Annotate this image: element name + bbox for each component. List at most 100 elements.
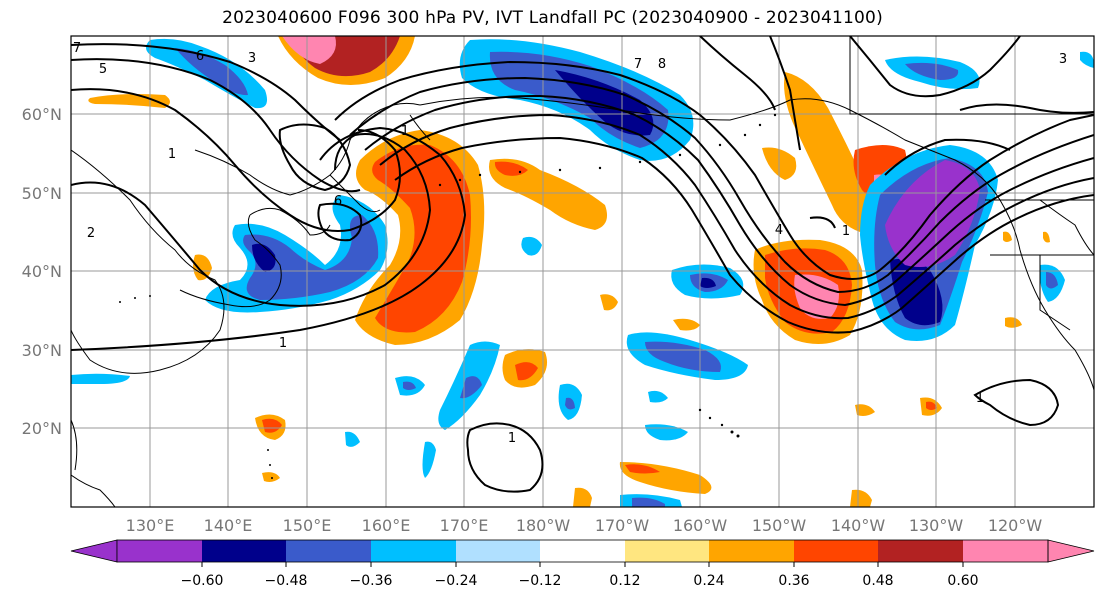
lon-tick-label: 180°W [516, 516, 571, 535]
colorbar-segment [709, 540, 794, 562]
colorbar: −0.60 −0.48 −0.36 −0.24 −0.12 0.12 0.24 … [70, 539, 1095, 589]
coastlines [71, 36, 1094, 507]
colorbar-tick-label: −0.36 [350, 573, 393, 589]
colorbar-segment [70, 539, 118, 563]
shade-negative-nw-core [175, 48, 248, 96]
shade-negative-30n-core [645, 341, 721, 372]
shade-positive-small-172w [600, 294, 618, 311]
shade-negative-small-25n-core [403, 381, 416, 390]
contour-label: 2 [87, 226, 95, 241]
shade-negative-japan-core [252, 243, 276, 272]
colorbar-segment [794, 540, 878, 562]
colorbar-segment [371, 540, 456, 562]
lat-tick-labels: 60°N 50°N 40°N 30°N 20°N [22, 105, 62, 438]
colorbar-segment [878, 540, 963, 562]
shade-negative-mid-pacific-min [700, 277, 716, 288]
shade-negative-small-15n [422, 441, 436, 478]
contour-label: 4 [775, 223, 783, 238]
shade-negative-bottom-core [632, 497, 665, 507]
shade-positive-small-inland [1005, 317, 1022, 328]
shade-negative-far-ne [1080, 51, 1094, 68]
shade-negative-streak-c-core [565, 397, 575, 410]
lat-tick-label: 50°N [22, 184, 62, 203]
contour-label: 1 [279, 336, 287, 351]
colorbar-segment [540, 540, 625, 562]
shade-positive-bottom-small [573, 487, 592, 507]
contour-label: 1 [976, 391, 984, 406]
lon-tick-label: 170°E [440, 516, 489, 535]
colorbar-tick-label: −0.48 [265, 573, 308, 589]
lon-tick-labels: 130°E 140°E 150°E 160°E 170°E 180°W 170°… [126, 516, 1043, 535]
lon-tick-label: 160°E [362, 516, 411, 535]
lon-tick-label: 160°W [673, 516, 728, 535]
shade-positive-bottom-core [625, 464, 660, 474]
colorbar-tick-label: −0.24 [435, 573, 478, 589]
shade-positive-mid-north [489, 158, 608, 230]
contour-label: 5 [99, 62, 107, 77]
colorbar-tick-label: −0.12 [519, 573, 562, 589]
contour-label: 1 [168, 147, 176, 162]
chart-title: 2023040600 F096 300 hPa PV, IVT Landfall… [222, 8, 883, 28]
lon-tick-label: 140°E [204, 516, 253, 535]
shade-positive-tiny-inland-a [1003, 231, 1012, 242]
contour-label: 3 [248, 51, 256, 66]
colorbar-ticks [201, 562, 964, 567]
shade-positive-north-peak [282, 36, 336, 64]
shade-negative-small-175e [521, 236, 542, 256]
shade-positive-small-130e [193, 254, 212, 281]
shade-positive-bottom-right [850, 489, 872, 507]
lat-tick-label: 40°N [22, 262, 62, 281]
colorbar-segment [1047, 539, 1095, 563]
lat-tick-label: 20°N [22, 419, 62, 438]
contour-label: 6 [196, 49, 204, 64]
shade-positive-20n-145e-core [262, 418, 282, 433]
colorbar-tick-label: 0.48 [862, 573, 893, 589]
contour-label: 3 [1059, 52, 1067, 67]
colorbar-segment [286, 540, 371, 562]
colorbar-tick-labels: −0.60 −0.48 −0.36 −0.24 −0.12 0.12 0.24 … [181, 573, 979, 589]
lon-tick-label: 150°W [752, 516, 807, 535]
colorbar-segment [963, 540, 1048, 562]
lon-tick-label: 130°E [126, 516, 175, 535]
lon-tick-label: 120°W [988, 516, 1043, 535]
contour-labels: 5 6 3 1 6 7 8 3 1 2 7 4 1 1 1 1 [73, 41, 1067, 446]
lon-tick-label: 130°W [909, 516, 964, 535]
shade-negative-streak-a-core [460, 376, 482, 399]
lon-tick-label: 140°W [831, 516, 886, 535]
shade-positive-streak-b-core [515, 362, 538, 381]
pv-contours [71, 36, 1094, 493]
lat-tick-label: 60°N [22, 105, 62, 124]
shade-positive-small-20n-132w-core [926, 401, 937, 410]
shade-positive-gulf-alaska [784, 72, 873, 232]
shade-negative-ne-top-core [905, 62, 959, 80]
island-chains [119, 113, 777, 479]
contour-label: 7 [634, 57, 642, 72]
shade-positive-ne-pacific-peak [794, 274, 839, 319]
lat-tick-label: 30°N [22, 341, 62, 360]
contour-label: 1 [842, 224, 850, 239]
map-border [70, 35, 1095, 508]
shade-negative-small-22n [648, 390, 668, 403]
colorbar-tick-label: 0.12 [609, 573, 640, 589]
colorbar-tick-label: 0.36 [778, 573, 809, 589]
shade-positive-small-20n-140w [855, 404, 875, 416]
shade-negative-small-20n [345, 431, 360, 447]
contour-label: 1 [401, 124, 409, 139]
colorbar-segment [456, 540, 540, 562]
lon-tick-label: 170°W [595, 516, 650, 535]
shade-negative-japan-mid [243, 215, 379, 300]
shade-positive-tiny-inland-b [1043, 231, 1050, 243]
contour-label: 8 [658, 57, 666, 72]
colorbar-tick-label: 0.24 [693, 573, 724, 589]
shade-positive-small-165w [673, 318, 700, 331]
contour-label: 1 [508, 431, 516, 446]
colorbar-outline [116, 539, 1049, 563]
shade-positive-small-12n [262, 472, 280, 482]
shade-negative-north-central-core [555, 70, 654, 136]
colorbar-segment [202, 540, 286, 562]
colorbar-segment [117, 540, 202, 562]
colorbar-segment [625, 540, 709, 562]
shade-negative-far-west [71, 373, 130, 384]
